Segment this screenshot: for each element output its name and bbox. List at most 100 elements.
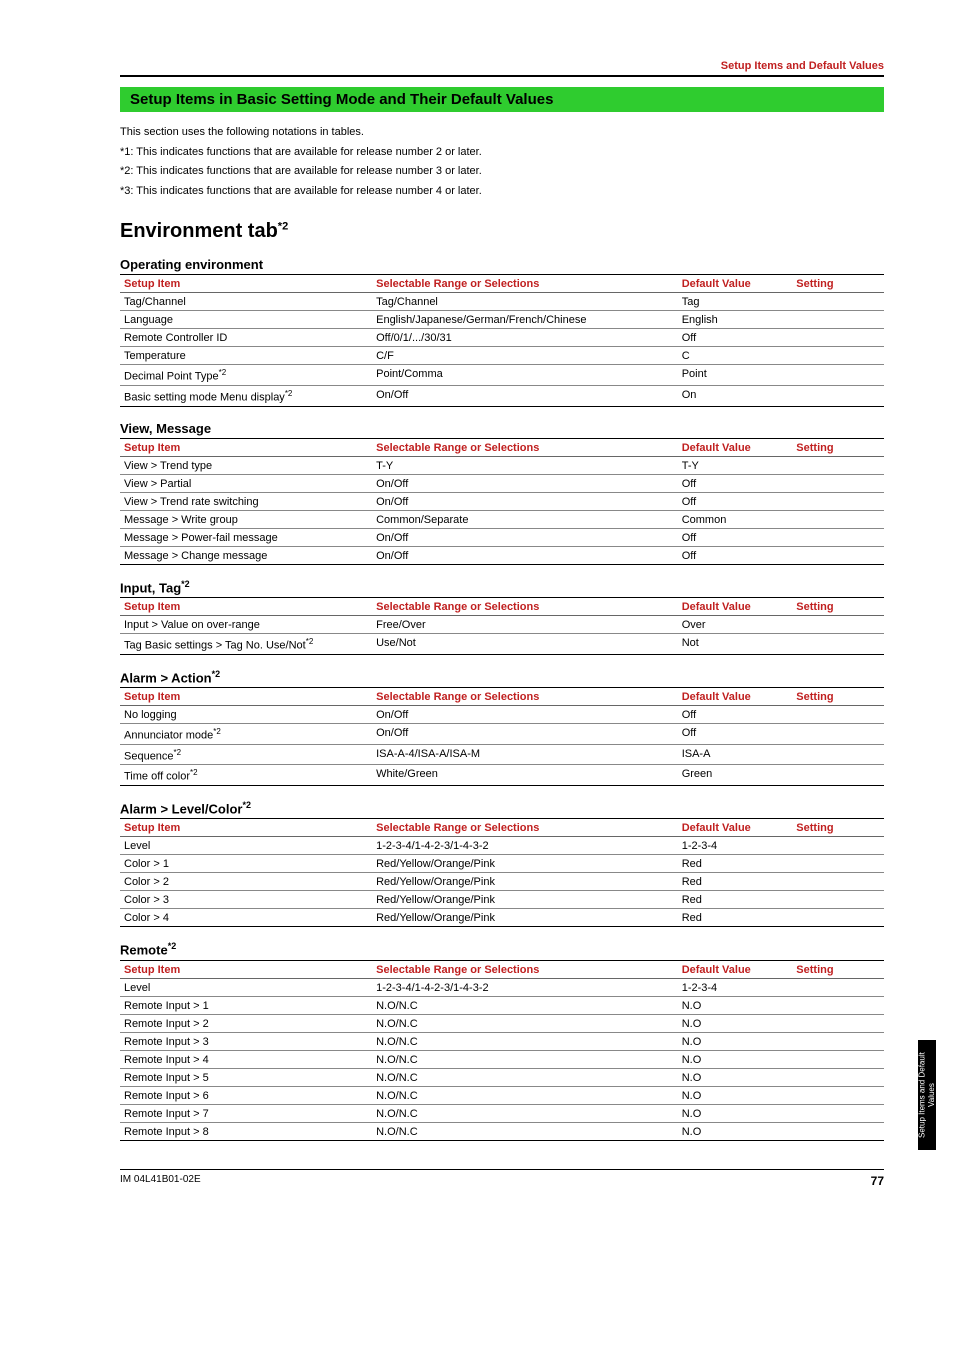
settings-table: Setup ItemSelectable Range or Selections…: [120, 687, 884, 786]
cell-default: Off: [678, 492, 793, 510]
cell-setup-item: No logging: [120, 706, 372, 724]
cell-setting: [792, 765, 884, 786]
cell-selectable: On/Off: [372, 706, 678, 724]
cell-selectable: C/F: [372, 347, 678, 365]
section-title-sup: *2: [212, 669, 221, 679]
cell-selectable: Red/Yellow/Orange/Pink: [372, 855, 678, 873]
cell-setting: [792, 1122, 884, 1140]
cell-setup-item: Remote Input > 4: [120, 1050, 372, 1068]
footer-doc-id: IM 04L41B01-02E: [120, 1174, 201, 1188]
cell-selectable: Use/Not: [372, 634, 678, 655]
cell-default: N.O: [678, 1122, 793, 1140]
table-row: Basic setting mode Menu display*2On/OffO…: [120, 386, 884, 407]
cell-setting: [792, 386, 884, 407]
cell-setup-item: Annunciator mode*2: [120, 724, 372, 745]
table-header-default: Default Value: [678, 275, 793, 293]
cell-setup-item: Level: [120, 978, 372, 996]
cell-selectable: N.O/N.C: [372, 1050, 678, 1068]
table-header-select: Selectable Range or Selections: [372, 960, 678, 978]
cell-sup: *2: [213, 727, 221, 736]
cell-setup-item: Remote Input > 3: [120, 1032, 372, 1050]
cell-selectable: On/Off: [372, 546, 678, 564]
cell-setting: [792, 311, 884, 329]
intro-line: *1: This indicates functions that are av…: [120, 144, 884, 162]
cell-setting: [792, 492, 884, 510]
intro-line: *2: This indicates functions that are av…: [120, 163, 884, 181]
cell-selectable: N.O/N.C: [372, 996, 678, 1014]
cell-selectable: On/Off: [372, 724, 678, 745]
footer-page-number: 77: [871, 1174, 884, 1188]
cell-setting: [792, 855, 884, 873]
section-title: Remote*2: [120, 941, 884, 957]
table-header-select: Selectable Range or Selections: [372, 438, 678, 456]
cell-setting: [792, 528, 884, 546]
table-row: View > Trend typeT-YT-Y: [120, 456, 884, 474]
table-row: Remote Input > 7N.O/N.CN.O: [120, 1104, 884, 1122]
cell-setup-item: Color > 2: [120, 873, 372, 891]
cell-sup: *2: [219, 368, 227, 377]
cell-default: Tag: [678, 293, 793, 311]
cell-setting: [792, 1086, 884, 1104]
cell-selectable: On/Off: [372, 492, 678, 510]
cell-selectable: N.O/N.C: [372, 1068, 678, 1086]
cell-default: N.O: [678, 1086, 793, 1104]
cell-setting: [792, 996, 884, 1014]
table-row: View > PartialOn/OffOff: [120, 474, 884, 492]
table-row: Color > 4Red/Yellow/Orange/PinkRed: [120, 909, 884, 927]
cell-default: Common: [678, 510, 793, 528]
section-title-text: Operating environment: [120, 257, 263, 272]
section-banner: Setup Items in Basic Setting Mode and Th…: [120, 87, 884, 112]
cell-setup-item: Color > 1: [120, 855, 372, 873]
cell-selectable: Common/Separate: [372, 510, 678, 528]
cell-selectable: N.O/N.C: [372, 1032, 678, 1050]
section-title-text: Input, Tag: [120, 580, 181, 595]
table-row: Sequence*2ISA-A-4/ISA-A/ISA-MISA-A: [120, 744, 884, 765]
cell-sup: *2: [285, 389, 293, 398]
cell-setting: [792, 634, 884, 655]
table-row: Level1-2-3-4/1-4-2-3/1-4-3-21-2-3-4: [120, 978, 884, 996]
table-row: Tag/ChannelTag/ChannelTag: [120, 293, 884, 311]
table-header-default: Default Value: [678, 819, 793, 837]
cell-setup-item: Input > Value on over-range: [120, 616, 372, 634]
side-tab: Setup Items and Default Values: [918, 1040, 936, 1150]
table-header-item: Setup Item: [120, 438, 372, 456]
table-row: Remote Input > 2N.O/N.CN.O: [120, 1014, 884, 1032]
settings-table: Setup ItemSelectable Range or Selections…: [120, 960, 884, 1141]
cell-setup-item: View > Trend type: [120, 456, 372, 474]
cell-setting: [792, 1068, 884, 1086]
section-title: Alarm > Action*2: [120, 669, 884, 685]
section-title-text: View, Message: [120, 421, 211, 436]
cell-default: Red: [678, 873, 793, 891]
section-title-text: Alarm > Level/Color: [120, 801, 242, 816]
cell-default: Red: [678, 909, 793, 927]
cell-default: English: [678, 311, 793, 329]
table-row: Message > Change messageOn/OffOff: [120, 546, 884, 564]
cell-selectable: English/Japanese/German/French/Chinese: [372, 311, 678, 329]
table-row: Message > Write groupCommon/SeparateComm…: [120, 510, 884, 528]
cell-setting: [792, 293, 884, 311]
section-title-sup: *2: [168, 941, 177, 951]
cell-default: Off: [678, 724, 793, 745]
cell-setup-item: Message > Change message: [120, 546, 372, 564]
cell-default: N.O: [678, 996, 793, 1014]
cell-setup-item: Basic setting mode Menu display*2: [120, 386, 372, 407]
table-row: View > Trend rate switchingOn/OffOff: [120, 492, 884, 510]
cell-setting: [792, 510, 884, 528]
table-row: No loggingOn/OffOff: [120, 706, 884, 724]
cell-selectable: Point/Comma: [372, 365, 678, 386]
table-header-setting: Setting: [792, 275, 884, 293]
table-row: Input > Value on over-rangeFree/OverOver: [120, 616, 884, 634]
cell-setting: [792, 891, 884, 909]
table-row: Message > Power-fail messageOn/OffOff: [120, 528, 884, 546]
cell-setting: [792, 329, 884, 347]
cell-default: Off: [678, 706, 793, 724]
cell-selectable: White/Green: [372, 765, 678, 786]
cell-setting: [792, 347, 884, 365]
table-row: Remote Input > 1N.O/N.CN.O: [120, 996, 884, 1014]
cell-default: ISA-A: [678, 744, 793, 765]
cell-setting: [792, 978, 884, 996]
cell-setup-item: Message > Power-fail message: [120, 528, 372, 546]
cell-default: Off: [678, 329, 793, 347]
cell-default: 1-2-3-4: [678, 837, 793, 855]
settings-table: Setup ItemSelectable Range or Selections…: [120, 818, 884, 927]
